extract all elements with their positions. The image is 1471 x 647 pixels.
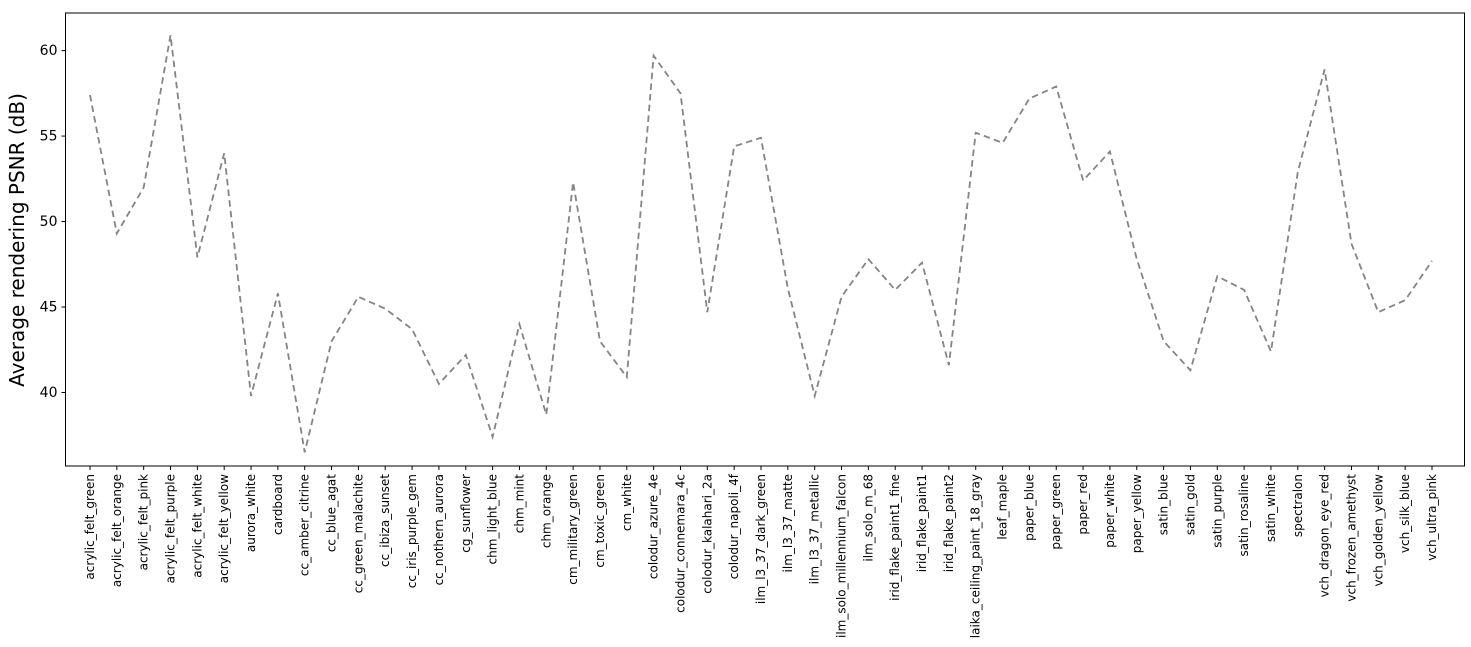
x-tick-label: satin_rosaline [1237, 474, 1251, 557]
y-tick-label: 60 [40, 43, 58, 59]
x-tick-label: colodur_azure_4e [647, 474, 661, 579]
x-tick-label: satin_blue [1157, 474, 1171, 535]
x-tick-label: chm_light_blue [486, 474, 500, 564]
x-tick-label: paper_yellow [1130, 474, 1144, 553]
x-tick-label: cm_toxic_green [593, 474, 607, 568]
x-tick-label: vch_golden_yellow [1371, 474, 1385, 587]
x-tick-label: cm_military_green [566, 474, 580, 585]
x-tick-label: cc_amber_citrine [298, 474, 312, 576]
x-tick-label: vch_silk_blue [1398, 474, 1412, 553]
x-tick-label: ilm_solo_m_68 [861, 474, 875, 562]
x-tick-label: ilm_l3_37_metallic [808, 474, 822, 584]
x-tick-label: spectralon [1291, 474, 1305, 537]
y-tick-label: 55 [40, 129, 58, 145]
x-tick-label: ilm_l3_37_dark_green [754, 474, 768, 604]
x-tick-label: paper_white [1103, 474, 1117, 548]
x-axis-ticks: acrylic_felt_green acrylic_felt_orange acr… [83, 466, 1439, 638]
y-axis-ticks: 40 45 50 55 60 [40, 43, 66, 401]
x-tick-label: acrylic_felt_orange [110, 474, 124, 587]
x-tick-label: paper_blue [1022, 474, 1036, 541]
x-tick-label: chm_orange [539, 474, 553, 548]
x-tick-label: acrylic_felt_purple [164, 474, 178, 583]
x-tick-label: vch_ultra_pink [1425, 474, 1439, 561]
x-tick-label: acrylic_felt_yellow [217, 474, 231, 583]
x-tick-label: cm_white [620, 474, 634, 531]
x-tick-label: cc_green_malachite [351, 474, 365, 593]
x-tick-label: irid_flake_paint2 [942, 474, 956, 572]
x-tick-label: leaf_maple [996, 474, 1010, 540]
x-tick-label: cc_blue_agat [325, 474, 339, 552]
x-tick-label: satin_purple [1210, 474, 1224, 548]
x-tick-label: irid_flake_paint1 [915, 474, 929, 572]
x-tick-label: colodur_connemara_4c [673, 474, 687, 613]
x-tick-label: satin_white [1264, 474, 1278, 542]
y-tick-label: 50 [40, 214, 58, 230]
y-tick-label: 45 [40, 300, 58, 316]
x-tick-label: paper_green [1049, 474, 1063, 550]
x-tick-label: irid_flake_paint1_fine [888, 474, 902, 601]
x-tick-label: cc_iris_purple_gem [405, 474, 419, 588]
psnr-line-series [89, 35, 1433, 453]
x-tick-label: acrylic_felt_pink [137, 474, 151, 570]
x-tick-label: acrylic_felt_green [83, 474, 97, 580]
x-tick-label: cc_nothern_aurora [432, 474, 446, 585]
x-tick-label: aurora_white [244, 474, 258, 552]
plot-border [65, 12, 1465, 467]
psnr-dashed-line [89, 35, 1433, 453]
x-tick-label: laika_ceiling_paint_18_gray [969, 474, 983, 638]
x-tick-label: satin_gold [1183, 474, 1197, 535]
x-tick-label: chm_mint [512, 474, 526, 534]
y-tick-label: 40 [40, 385, 58, 401]
x-tick-label: acrylic_felt_white [190, 474, 204, 578]
x-tick-label: cc_ibiza_sunset [378, 474, 392, 567]
y-axis-label: Average rendering PSNR (dB) [5, 93, 29, 387]
x-tick-label: colodur_napoli_4f [727, 473, 741, 579]
x-tick-label: cardboard [271, 474, 285, 535]
x-tick-label: vch_dragon_eye_red [1318, 474, 1332, 597]
x-tick-label: ilm_solo_millennium_falcon [835, 474, 849, 638]
x-tick-label: paper_red [1076, 474, 1090, 535]
x-tick-label: cg_sunflower [459, 474, 473, 553]
x-tick-label: ilm_l3_37_matte [781, 474, 795, 572]
x-tick-label: colodur_kalahari_2a [700, 474, 714, 594]
x-tick-label: vch_frozen_amethyst [1344, 474, 1358, 602]
